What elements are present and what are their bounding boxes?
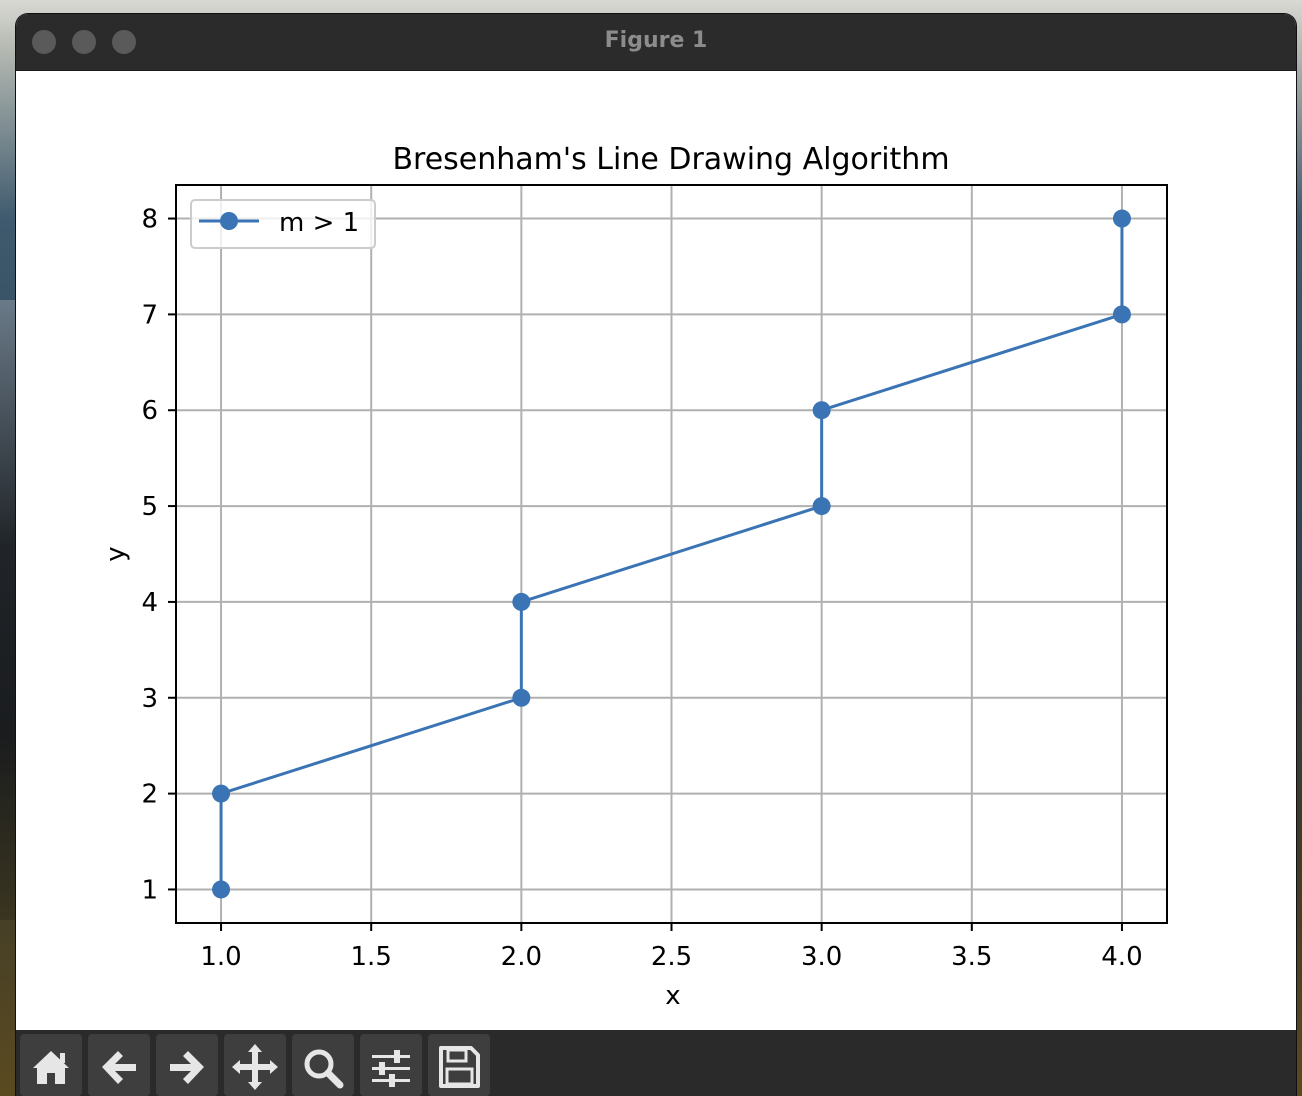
home-icon — [33, 1051, 69, 1084]
save-icon — [439, 1046, 480, 1088]
home-button[interactable] — [20, 1034, 82, 1096]
y-tick-label: 7 — [141, 300, 158, 330]
series-line — [219, 218, 1124, 890]
x-axis-label: x — [665, 981, 680, 1011]
x-tick-label: 1.0 — [200, 942, 241, 972]
chart: Bresenham's Line Drawing Algorithm 1.0 1.… — [101, 142, 1168, 1011]
legend: m > 1 — [190, 199, 376, 249]
x-tick-label: 3.5 — [951, 942, 992, 972]
zoom-window-button[interactable] — [112, 30, 136, 54]
forward-arrow-icon — [170, 1051, 204, 1084]
data-point — [812, 497, 831, 516]
data-point — [212, 784, 231, 803]
data-point — [812, 401, 831, 420]
legend-box — [190, 199, 376, 249]
x-tick-label: 3.0 — [801, 942, 842, 972]
y-tick-label: 5 — [141, 492, 158, 522]
data-point — [212, 880, 231, 899]
data-point — [512, 592, 531, 611]
x-tick-label: 4.0 — [1101, 942, 1142, 972]
x-tick-label: 1.5 — [351, 942, 392, 972]
legend-label: m > 1 — [279, 208, 359, 238]
y-tick-label: 2 — [141, 780, 158, 810]
y-tick-label: 1 — [141, 875, 158, 905]
y-tick-label: 6 — [141, 396, 158, 426]
configure-subplots-button[interactable] — [360, 1034, 422, 1096]
zoom-icon — [304, 1049, 344, 1089]
figure-canvas[interactable]: Bresenham's Line Drawing Algorithm 1.0 1.… — [16, 71, 1296, 1030]
y-tick-label: 8 — [141, 205, 158, 235]
data-point — [512, 688, 531, 707]
x-tick-label: 2.5 — [651, 942, 692, 972]
y-tick-label: 4 — [141, 588, 158, 618]
x-tick-label: 2.0 — [501, 942, 542, 972]
series-layer — [212, 209, 1131, 899]
back-button[interactable] — [88, 1034, 150, 1096]
pan-button[interactable] — [224, 1034, 286, 1096]
window-title: Figure 1 — [604, 28, 708, 53]
figure-window: Figure 1 Bresenham's Line Drawing Algori… — [16, 14, 1296, 1096]
subplots-config-icon — [372, 1050, 410, 1087]
save-button[interactable] — [428, 1034, 490, 1096]
y-tick-label: 3 — [141, 684, 158, 714]
title-bar[interactable]: Figure 1 — [16, 14, 1296, 71]
navigation-toolbar — [16, 1030, 1296, 1096]
zoom-button[interactable] — [292, 1034, 354, 1096]
legend-marker-swatch — [220, 212, 238, 230]
chart-title: Bresenham's Line Drawing Algorithm — [392, 142, 949, 177]
close-window-button[interactable] — [32, 30, 56, 54]
back-arrow-icon — [102, 1051, 136, 1084]
axis-ticks: 1.0 1.5 2.0 2.5 3.0 3.5 4.0 1 2 3 4 5 6 7 8 — [141, 205, 1142, 972]
background-window-edge — [0, 300, 16, 920]
data-point — [1112, 305, 1131, 324]
forward-button[interactable] — [156, 1034, 218, 1096]
minimize-window-button[interactable] — [72, 30, 96, 54]
data-point — [1112, 209, 1131, 228]
pan-icon — [232, 1044, 278, 1090]
y-axis-label: y — [101, 546, 131, 561]
